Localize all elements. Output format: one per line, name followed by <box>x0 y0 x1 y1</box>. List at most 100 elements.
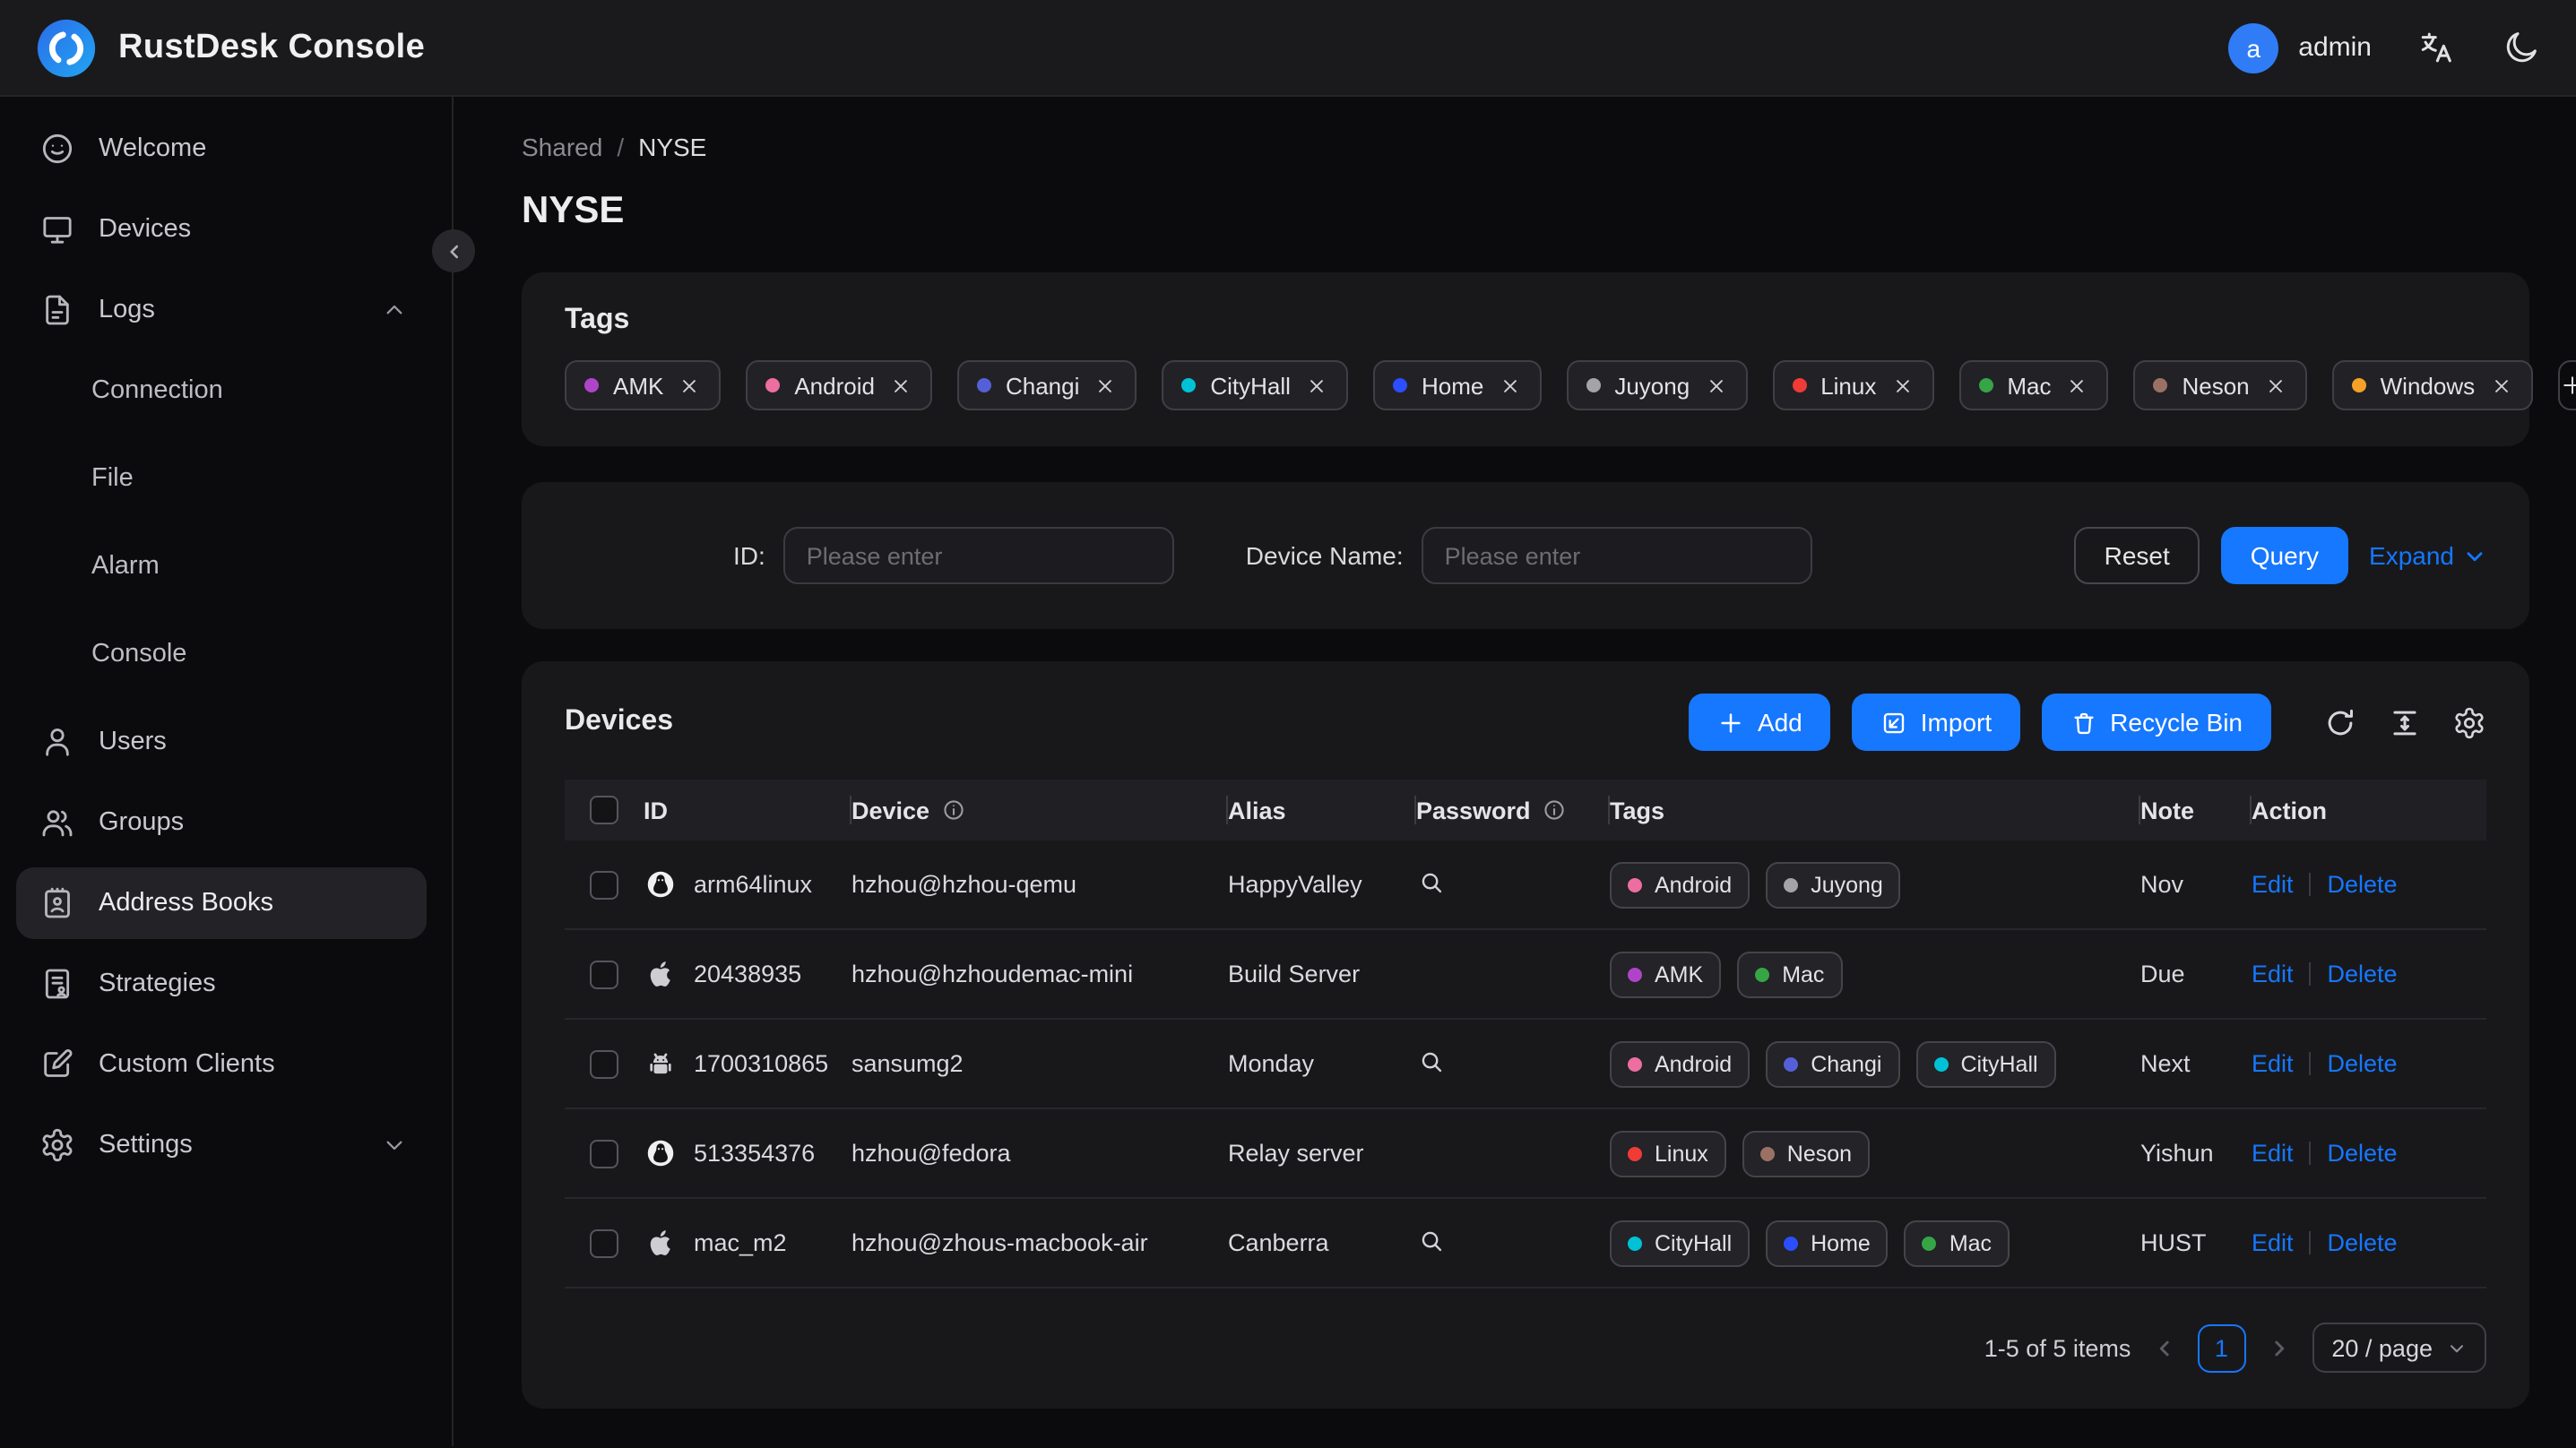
row-checkbox[interactable] <box>590 960 618 988</box>
tag-color-dot <box>1792 378 1807 392</box>
tag-color-dot <box>1922 1236 1937 1250</box>
import-button[interactable]: Import <box>1852 694 2021 751</box>
page-size-select[interactable]: 20 / page <box>2312 1323 2486 1373</box>
sidebar-item-connection[interactable]: Connection <box>16 355 427 427</box>
tag-chip-windows[interactable]: Windows <box>2331 360 2533 410</box>
id-input[interactable] <box>782 527 1174 584</box>
edit-link[interactable]: Edit <box>2252 1229 2294 1256</box>
remove-tag-icon[interactable] <box>1704 374 1727 397</box>
view-password-icon[interactable] <box>1416 1046 1447 1076</box>
edit-link[interactable]: Edit <box>2252 871 2294 898</box>
delete-link[interactable]: Delete <box>2327 1050 2398 1077</box>
view-password-icon[interactable] <box>1416 1225 1447 1255</box>
gear-icon[interactable] <box>2452 705 2486 739</box>
sidebar-item-users[interactable]: Users <box>16 706 427 778</box>
add-button[interactable]: Add <box>1689 694 1831 751</box>
page-number-button[interactable]: 1 <box>2197 1323 2246 1372</box>
add-tag-button[interactable] <box>2557 360 2576 410</box>
remove-tag-icon[interactable] <box>1305 374 1328 397</box>
row-height-icon[interactable] <box>2388 705 2422 739</box>
query-button[interactable]: Query <box>2221 527 2348 584</box>
edit-link[interactable]: Edit <box>2252 961 2294 987</box>
chevron-down-icon <box>2447 1338 2467 1358</box>
prev-page-icon[interactable] <box>2150 1334 2177 1361</box>
edit-link[interactable]: Edit <box>2252 1140 2294 1167</box>
tag-chip-home[interactable]: Home <box>1372 360 1542 410</box>
tag-label: Juyong <box>1614 372 1690 399</box>
device-name-input[interactable] <box>1421 527 1812 584</box>
reset-button[interactable]: Reset <box>2073 527 2200 584</box>
remove-tag-icon[interactable] <box>2264 374 2287 397</box>
refresh-icon[interactable] <box>2323 705 2357 739</box>
device-note: Due <box>2140 961 2185 987</box>
device-tag-android: Android <box>1610 1040 1750 1087</box>
sidebar-item-alarm[interactable]: Alarm <box>16 530 427 602</box>
remove-tag-icon[interactable] <box>1498 374 1521 397</box>
tag-chip-linux[interactable]: Linux <box>1772 360 1934 410</box>
remove-tag-icon[interactable] <box>1094 374 1117 397</box>
password-cell <box>1416 1225 1610 1261</box>
row-checkbox[interactable] <box>590 1139 618 1168</box>
expand-toggle[interactable]: Expand <box>2369 541 2486 570</box>
tag-label: Neson <box>1786 1141 1853 1166</box>
recycle-bin-button[interactable]: Recycle Bin <box>2042 694 2271 751</box>
remove-tag-icon[interactable] <box>678 374 701 397</box>
tag-chip-juyong[interactable]: Juyong <box>1566 360 1748 410</box>
row-checkbox[interactable] <box>590 1049 618 1078</box>
breadcrumb-shared[interactable]: Shared <box>522 133 603 161</box>
sidebar-item-welcome[interactable]: Welcome <box>16 113 427 185</box>
tag-label: Android <box>1655 1051 1733 1076</box>
sidebar-item-label: Alarm <box>91 552 160 581</box>
tag-chip-amk[interactable]: AMK <box>565 360 722 410</box>
tag-color-dot <box>1933 1056 1949 1071</box>
sidebar-item-groups[interactable]: Groups <box>16 787 427 858</box>
delete-link[interactable]: Delete <box>2327 871 2398 898</box>
sidebar-item-console[interactable]: Console <box>16 618 427 690</box>
delete-link[interactable]: Delete <box>2327 961 2398 987</box>
translate-icon[interactable] <box>2418 29 2456 66</box>
tag-color-dot <box>1628 1146 1642 1160</box>
action-divider <box>2309 962 2312 986</box>
sidebar-item-address-books[interactable]: Address Books <box>16 867 427 939</box>
device-alias: Monday <box>1228 1050 1315 1077</box>
plus-icon <box>1718 709 1745 736</box>
sidebar-item-file[interactable]: File <box>16 443 427 514</box>
device-alias: Build Server <box>1228 961 1361 987</box>
view-password-icon[interactable] <box>1416 866 1447 897</box>
sidebar-item-devices[interactable]: Devices <box>16 194 427 265</box>
delete-link[interactable]: Delete <box>2327 1229 2398 1256</box>
remove-tag-icon[interactable] <box>2489 374 2512 397</box>
next-page-icon[interactable] <box>2265 1334 2292 1361</box>
action-divider <box>2309 1231 2312 1254</box>
tag-color-dot <box>1586 378 1601 392</box>
remove-tag-icon[interactable] <box>2065 374 2088 397</box>
user-menu[interactable]: a admin <box>2228 22 2372 73</box>
select-all-checkbox[interactable] <box>590 796 618 824</box>
edit-link[interactable]: Edit <box>2252 1050 2294 1077</box>
tag-label: CityHall <box>1210 372 1291 399</box>
device-alias: Relay server <box>1228 1140 1364 1167</box>
sidebar-item-strategies[interactable]: Strategies <box>16 948 427 1020</box>
tag-chip-neson[interactable]: Neson <box>2133 360 2307 410</box>
tag-chip-changi[interactable]: Changi <box>956 360 1137 410</box>
avatar[interactable]: a <box>2228 22 2279 73</box>
tag-chip-android[interactable]: Android <box>746 360 932 410</box>
tag-chip-mac[interactable]: Mac <box>1958 360 2109 410</box>
sidebar-item-logs[interactable]: Logs <box>16 274 427 346</box>
delete-link[interactable]: Delete <box>2327 1140 2398 1167</box>
row-checkbox[interactable] <box>590 870 618 899</box>
remove-tag-icon[interactable] <box>889 374 912 397</box>
sidebar-item-settings[interactable]: Settings <box>16 1109 427 1181</box>
info-icon <box>940 797 965 823</box>
sidebar-collapse-button[interactable] <box>432 229 475 272</box>
sidebar-item-custom-clients[interactable]: Custom Clients <box>16 1029 427 1100</box>
tag-label: Android <box>1655 872 1733 897</box>
tag-color-dot <box>2153 378 2168 392</box>
sidebar-nav: Welcome Devices Logs Connection File Alarm Con… <box>0 113 452 1181</box>
table-header-row: ID Device Alias Password Tags <box>565 780 2486 840</box>
sidebar-item-label: Welcome <box>99 134 207 163</box>
moon-icon[interactable] <box>2503 29 2540 66</box>
row-checkbox[interactable] <box>590 1228 618 1257</box>
remove-tag-icon[interactable] <box>1890 374 1914 397</box>
tag-chip-cityhall[interactable]: CityHall <box>1162 360 1348 410</box>
